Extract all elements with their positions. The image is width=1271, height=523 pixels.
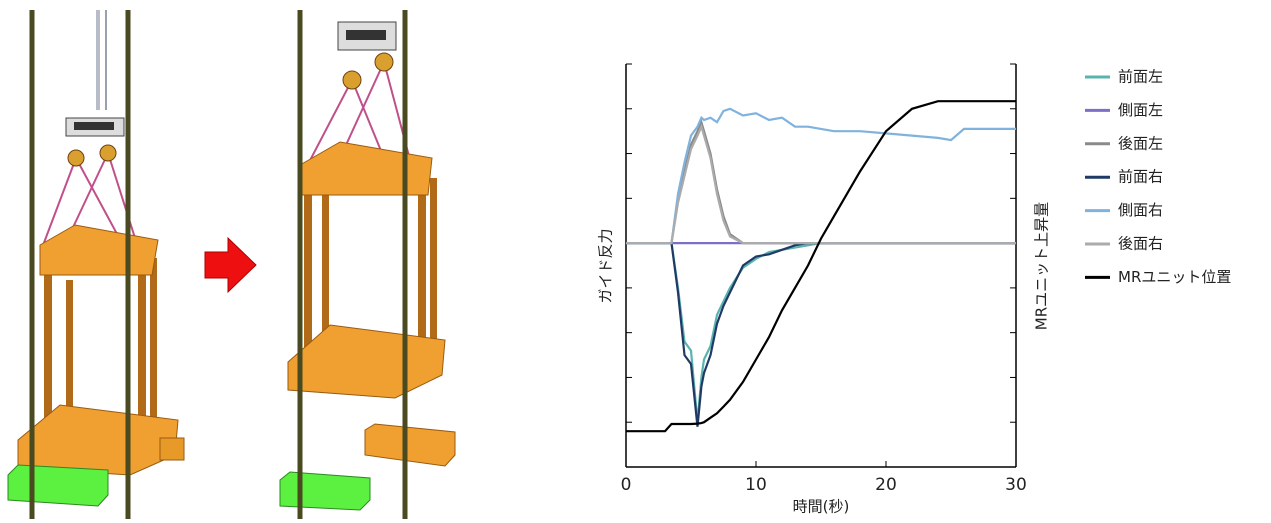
legend-label: 側面左: [1118, 101, 1163, 119]
legend-label: 前面右: [1118, 168, 1163, 186]
x-axis-label: 時間(秒): [793, 498, 850, 516]
x-tick-label: 20: [875, 475, 897, 495]
figure: 時間(秒) ガイド反力 MRユニット上昇量 0 10 20 30 前面左側面左後面左前面…: [0, 0, 1271, 519]
y-axis-label: ガイド反力: [597, 228, 615, 303]
legend-label: 後面右: [1118, 235, 1163, 253]
y2-axis-label: MRユニット上昇量: [1033, 202, 1051, 330]
x-tick-label: 10: [745, 475, 767, 495]
series-line: [626, 101, 1016, 431]
legend-label: 前面左: [1118, 68, 1163, 86]
arrow: [205, 238, 256, 292]
illustration-after: [280, 10, 455, 519]
series-line: [626, 122, 1016, 243]
illustration-before: [8, 10, 184, 519]
legend-label: 後面左: [1118, 134, 1163, 152]
legend-label: 側面右: [1118, 201, 1163, 219]
legend-label: MRユニット位置: [1118, 268, 1231, 286]
series-line: [626, 127, 1016, 243]
x-tick-label: 30: [1005, 475, 1027, 495]
x-tick-label: 0: [621, 475, 632, 495]
series-line: [626, 243, 1016, 422]
